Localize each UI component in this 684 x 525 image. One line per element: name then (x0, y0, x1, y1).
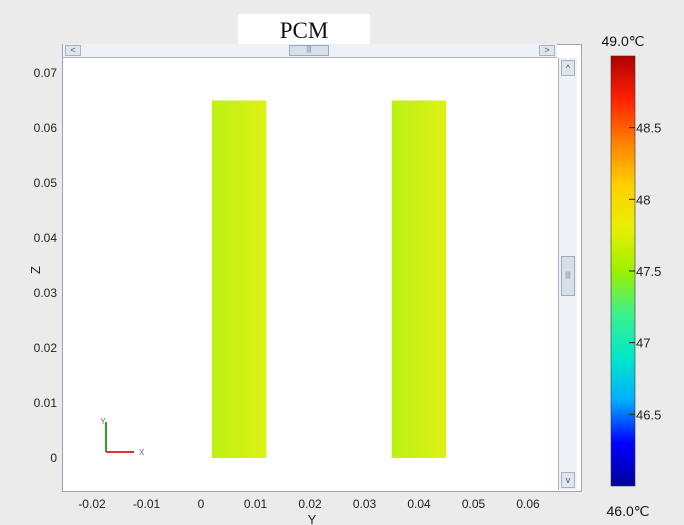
x-tick-label: 0.05 (462, 497, 486, 511)
x-tick-label: -0.02 (78, 497, 106, 511)
x-tick-label: 0.06 (516, 497, 540, 511)
colorbar-min-label: 46.0℃ (607, 503, 650, 519)
x-tick-label: 0.01 (244, 497, 268, 511)
y-tick-label: 0 (50, 451, 57, 465)
pcm-region-1 (211, 100, 267, 458)
plot-area (62, 44, 582, 492)
horizontal-scroll-thumb[interactable]: ||| (289, 45, 329, 56)
pcm-regions (211, 100, 447, 458)
y-tick-label: 0.05 (34, 176, 58, 190)
scroll-right-button[interactable]: > (539, 45, 555, 56)
x-tick-label: 0.03 (353, 497, 377, 511)
scroll-up-button[interactable]: ^ (561, 60, 575, 76)
triad-x-label: X (139, 448, 145, 457)
y-tick-label: 0.03 (34, 286, 58, 300)
axes: -0.02 -0.01 0 0.01 0.02 0.03 0.04 0.05 0.06 0 0.01… (28, 66, 540, 525)
pcm-region-2 (391, 100, 447, 458)
vertical-scroll-thumb[interactable]: ||| (561, 256, 575, 296)
y-tick-label: 0.01 (34, 396, 58, 410)
scroll-left-button[interactable]: < (65, 45, 81, 56)
x-tick-label: 0.02 (298, 497, 322, 511)
triad-y-label: Y (100, 417, 106, 426)
colorbar-tick-label: 48.5 (636, 121, 661, 136)
chart-title: PCM (238, 14, 370, 48)
colorbar-tick-label: 47 (636, 336, 650, 351)
colorbar-tick-label: 47.5 (636, 264, 661, 279)
scroll-down-button[interactable]: v (561, 472, 575, 488)
y-tick-label: 0.06 (34, 121, 58, 135)
y-tick-label: 0.02 (34, 341, 58, 355)
x-tick-label: -0.01 (133, 497, 161, 511)
colorbar-tick-label: 46.5 (636, 407, 661, 422)
colorbar-tick-label: 48 (636, 192, 650, 207)
x-axis-label: Y (308, 512, 317, 525)
y-tick-label: 0.04 (34, 231, 58, 245)
colorbar: 46.5 47 47.5 48 48.5 49.0℃ 46.0℃ (602, 33, 662, 519)
x-tick-label: 0.04 (407, 497, 431, 511)
y-tick-label: 0.07 (34, 66, 58, 80)
y-axis-label: Z (28, 266, 43, 274)
colorbar-max-label: 49.0℃ (602, 33, 645, 49)
vertical-scrollbar[interactable]: ^ ||| v (558, 58, 577, 490)
horizontal-scrollbar[interactable]: < ||| > (63, 44, 557, 58)
x-tick-label: 0 (198, 497, 205, 511)
axis-triad: YX (100, 417, 145, 457)
